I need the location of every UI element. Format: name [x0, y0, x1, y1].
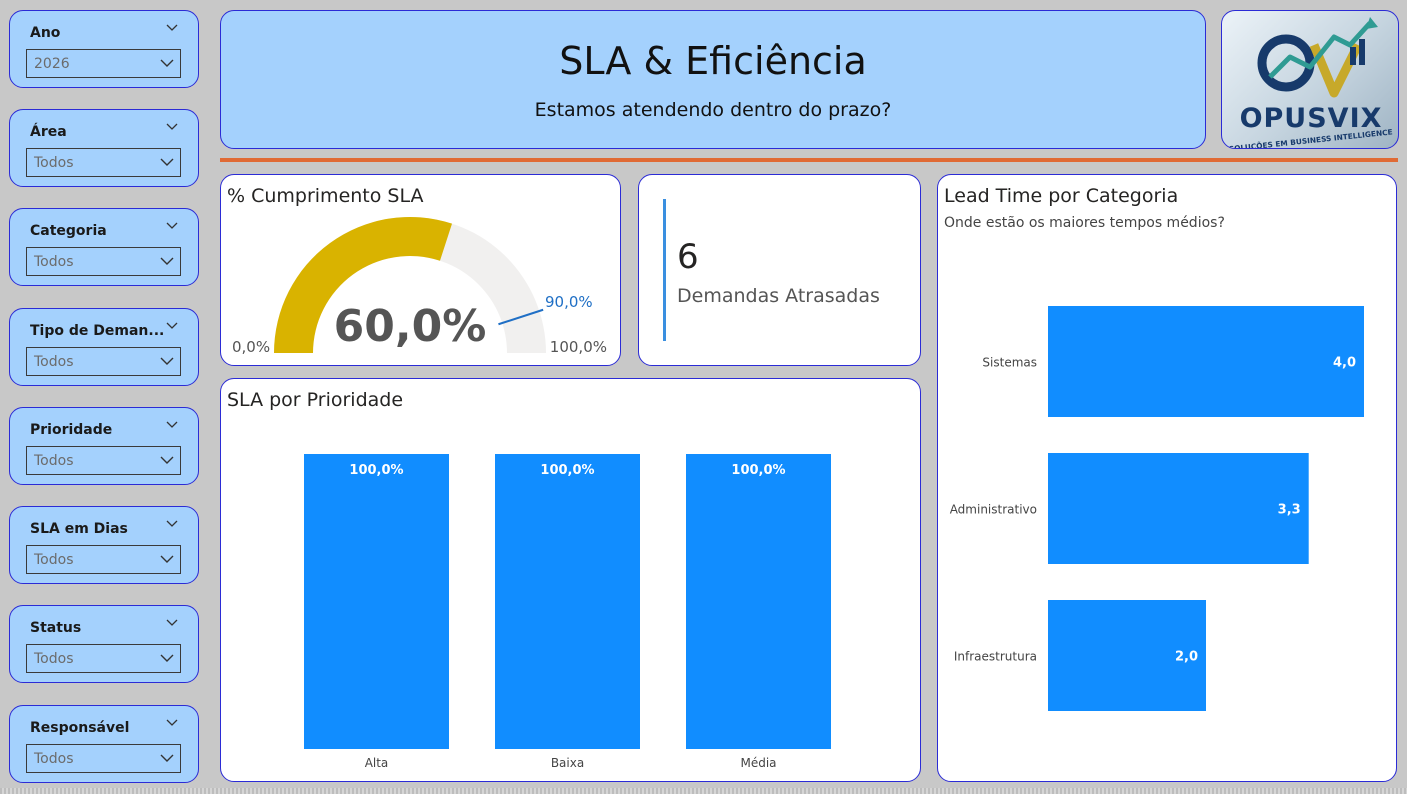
slicer-value: Todos	[34, 453, 74, 469]
header-divider	[220, 158, 1398, 162]
slicer-value: Todos	[34, 254, 74, 270]
data-label: 100,0%	[349, 463, 403, 478]
gauge-target-marker	[498, 308, 544, 326]
gauge-target-label: 90,0%	[545, 293, 593, 311]
chevron-down-icon	[160, 456, 174, 464]
gauge-title: % Cumprimento SLA	[227, 185, 424, 207]
slicer-value: 2026	[34, 56, 70, 72]
slicer-dropdown[interactable]: Todos	[26, 545, 181, 574]
lead-time-card[interactable]: Lead Time por Categoria Onde estão os ma…	[937, 174, 1397, 782]
opusvix-logo: OPUSVIX SOLUÇÕES EM BUSINESS INTELLIGENC…	[1228, 17, 1393, 148]
slicer-sla-dias[interactable]: SLA em Dias Todos	[9, 506, 199, 584]
bar[interactable]	[1048, 306, 1364, 417]
chevron-down-icon[interactable]	[166, 418, 178, 430]
slicer-title: Prioridade	[30, 422, 113, 438]
data-label: 4,0	[1333, 356, 1356, 371]
slicer-area[interactable]: Área Todos	[9, 109, 199, 187]
slicer-value: Todos	[34, 552, 74, 568]
slicer-title: Status	[30, 620, 82, 636]
slicer-responsavel[interactable]: Responsável Todos	[9, 705, 199, 783]
slicer-title: Ano	[30, 25, 61, 41]
category-label: Infraestrutura	[954, 650, 1037, 664]
chevron-down-icon	[160, 754, 174, 762]
bar[interactable]	[686, 454, 831, 749]
slicer-dropdown[interactable]: Todos	[26, 644, 181, 673]
slicer-title: Tipo de Deman...	[30, 323, 165, 339]
gauge-card[interactable]: % Cumprimento SLA 60,0% 90,0% 0,0% 100,0…	[220, 174, 621, 366]
sla-priority-title: SLA por Prioridade	[227, 389, 404, 411]
logo-trend-line	[1268, 21, 1372, 79]
slicer-value: Todos	[34, 751, 74, 767]
slicer-ano[interactable]: Ano 2026	[9, 10, 199, 88]
gauge-value: 60,0%	[334, 301, 487, 352]
logo-bar	[1359, 39, 1365, 65]
chevron-down-icon	[160, 59, 174, 67]
page-scrollbar	[0, 788, 1407, 794]
slicer-title: SLA em Dias	[30, 521, 128, 537]
bar[interactable]	[495, 454, 640, 749]
page-subtitle: Estamos atendendo dentro do prazo?	[534, 99, 892, 121]
slicer-prioridade[interactable]: Prioridade Todos	[9, 407, 199, 485]
chevron-down-icon	[160, 257, 174, 265]
slicer-dropdown[interactable]: Todos	[26, 148, 181, 177]
chevron-down-icon[interactable]	[166, 319, 178, 331]
kpi-label: Demandas Atrasadas	[677, 285, 880, 307]
page-title: SLA & Eficiência	[559, 39, 867, 83]
chevron-down-icon	[160, 357, 174, 365]
gauge-min-label: 0,0%	[232, 338, 270, 356]
chevron-down-icon	[160, 555, 174, 563]
category-label: Média	[740, 756, 776, 770]
chevron-down-icon[interactable]	[166, 616, 178, 628]
gauge-max-label: 100,0%	[550, 338, 607, 356]
gauge-fill	[274, 217, 453, 353]
bar[interactable]	[1048, 600, 1206, 711]
slicer-value: Todos	[34, 354, 74, 370]
data-label: 100,0%	[540, 463, 594, 478]
slicer-title: Área	[30, 124, 67, 140]
logo-arrow-icon	[1366, 17, 1378, 29]
chevron-down-icon[interactable]	[166, 517, 178, 529]
chevron-down-icon	[160, 158, 174, 166]
category-label: Sistemas	[982, 356, 1037, 370]
data-label: 3,3	[1278, 503, 1301, 518]
slicer-value: Todos	[34, 155, 74, 171]
chevron-down-icon[interactable]	[166, 716, 178, 728]
slicer-dropdown[interactable]: Todos	[26, 446, 181, 475]
slicer-title: Categoria	[30, 223, 107, 239]
report-header: SLA & Eficiência Estamos atendendo dentr…	[220, 10, 1206, 149]
bar[interactable]	[304, 454, 449, 749]
sla-priority-card[interactable]: SLA por Prioridade 100,0% Alta 100,0% Baixa…	[220, 378, 921, 782]
bar[interactable]	[1048, 453, 1309, 564]
lead-time-title: Lead Time por Categoria	[944, 185, 1179, 207]
lead-time-chart: 4,0 Sistemas 3,3 Administrativo 2,0 Infraestr…	[950, 306, 1364, 711]
slicer-dropdown[interactable]: Todos	[26, 744, 181, 773]
slicer-dropdown[interactable]: Todos	[26, 347, 181, 376]
chevron-down-icon	[160, 654, 174, 662]
category-label: Administrativo	[950, 503, 1037, 517]
slicer-dropdown[interactable]: 2026	[26, 49, 181, 78]
data-label: 2,0	[1175, 650, 1198, 665]
category-label: Baixa	[551, 756, 584, 770]
category-label: Alta	[365, 756, 389, 770]
slicer-title: Responsável	[30, 720, 130, 736]
chevron-down-icon[interactable]	[166, 120, 178, 132]
chevron-down-icon[interactable]	[166, 21, 178, 33]
lead-time-subtitle: Onde estão os maiores tempos médios?	[944, 215, 1225, 231]
sla-priority-chart: 100,0% Alta 100,0% Baixa 100,0% Média	[304, 454, 831, 770]
chevron-down-icon[interactable]	[166, 219, 178, 231]
slicer-dropdown[interactable]: Todos	[26, 247, 181, 276]
kpi-value: 6	[677, 237, 699, 277]
kpi-card[interactable]: 6 Demandas Atrasadas	[638, 174, 921, 366]
company-logo: OPUSVIX SOLUÇÕES EM BUSINESS INTELLIGENC…	[1221, 10, 1399, 149]
gauge-chart: 60,0% 90,0% 0,0% 100,0%	[232, 217, 607, 356]
logo-bar	[1350, 47, 1356, 65]
slicer-status[interactable]: Status Todos	[9, 605, 199, 683]
kpi-accent-bar	[663, 199, 666, 341]
slicer-value: Todos	[34, 651, 74, 667]
logo-name: OPUSVIX	[1240, 103, 1383, 134]
slicer-categoria[interactable]: Categoria Todos	[9, 208, 199, 286]
slicer-tipo-demanda[interactable]: Tipo de Deman... Todos	[9, 308, 199, 386]
data-label: 100,0%	[731, 463, 785, 478]
